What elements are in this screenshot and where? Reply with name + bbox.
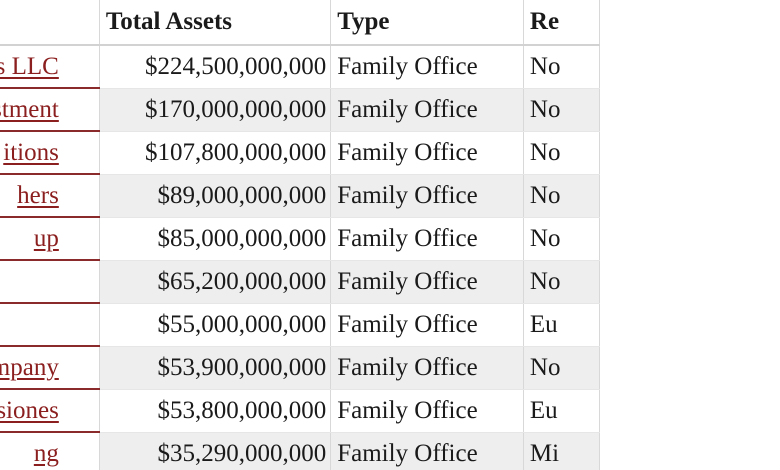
type-cell: Family Office bbox=[330, 346, 524, 390]
name-cell: ng bbox=[0, 432, 100, 470]
column-header-name[interactable] bbox=[0, 0, 100, 46]
region-cell: No bbox=[523, 217, 601, 261]
total-assets-cell: $55,000,000,000 bbox=[99, 303, 332, 347]
region-cell: Eu bbox=[523, 389, 601, 433]
column-header-region[interactable]: Re bbox=[523, 0, 601, 46]
office-name-link[interactable]: ng bbox=[33, 439, 59, 467]
type-cell: Family Office bbox=[330, 389, 524, 433]
total-assets-cell: $35,290,000,000 bbox=[99, 432, 332, 470]
region-cell: Mi bbox=[523, 432, 601, 470]
total-assets-cell: $170,000,000,000 bbox=[99, 88, 332, 132]
table-row: $55,000,000,000 Family Office Eu bbox=[0, 303, 601, 347]
type-cell: Family Office bbox=[330, 432, 524, 470]
table-row: nversiones $53,800,000,000 Family Office… bbox=[0, 389, 601, 433]
table-row: ng $35,290,000,000 Family Office Mi bbox=[0, 432, 601, 470]
name-cell: up bbox=[0, 217, 100, 261]
region-cell: No bbox=[523, 131, 601, 175]
table-row: itions $107,800,000,000 Family Office No bbox=[0, 131, 601, 175]
type-cell: Family Office bbox=[330, 45, 524, 89]
column-header-type[interactable]: Type bbox=[330, 0, 524, 46]
family-office-table: Total Assets Type Re rprises LLC $224,50… bbox=[0, 0, 601, 470]
region-cell: No bbox=[523, 88, 601, 132]
table-row: dge Company $53,900,000,000 Family Offic… bbox=[0, 346, 601, 390]
column-header-total-assets[interactable]: Total Assets bbox=[99, 0, 332, 46]
office-name-link[interactable]: rprises LLC bbox=[0, 52, 59, 80]
office-name-link[interactable]: itions bbox=[3, 138, 59, 166]
table-row: hers $89,000,000,000 Family Office No bbox=[0, 174, 601, 218]
table-row: estment $170,000,000,000 Family Office N… bbox=[0, 88, 601, 132]
type-cell: Family Office bbox=[330, 260, 524, 304]
type-cell: Family Office bbox=[330, 303, 524, 347]
type-cell: Family Office bbox=[330, 174, 524, 218]
name-cell bbox=[0, 303, 100, 347]
name-cell: itions bbox=[0, 131, 100, 175]
region-cell: Eu bbox=[523, 303, 601, 347]
total-assets-cell: $107,800,000,000 bbox=[99, 131, 332, 175]
table-row: up $85,000,000,000 Family Office No bbox=[0, 217, 601, 261]
office-name-link[interactable]: hers bbox=[17, 181, 59, 209]
total-assets-cell: $89,000,000,000 bbox=[99, 174, 332, 218]
total-assets-cell: $85,000,000,000 bbox=[99, 217, 332, 261]
table-row: $65,200,000,000 Family Office No bbox=[0, 260, 601, 304]
type-cell: Family Office bbox=[330, 217, 524, 261]
name-cell: dge Company bbox=[0, 346, 100, 390]
region-cell: No bbox=[523, 174, 601, 218]
header-row: Total Assets Type Re bbox=[0, 0, 601, 46]
total-assets-cell: $53,900,000,000 bbox=[99, 346, 332, 390]
name-cell: hers bbox=[0, 174, 100, 218]
office-name-link[interactable]: dge Company bbox=[0, 353, 59, 381]
office-name-link[interactable]: up bbox=[33, 224, 59, 252]
total-assets-cell: $65,200,000,000 bbox=[99, 260, 332, 304]
table-row: rprises LLC $224,500,000,000 Family Offi… bbox=[0, 45, 601, 89]
name-cell: nversiones bbox=[0, 389, 100, 433]
type-cell: Family Office bbox=[330, 131, 524, 175]
region-cell: No bbox=[523, 346, 601, 390]
office-name-link[interactable]: nversiones bbox=[0, 396, 59, 424]
name-cell: rprises LLC bbox=[0, 45, 100, 89]
name-cell bbox=[0, 260, 100, 304]
total-assets-cell: $53,800,000,000 bbox=[99, 389, 332, 433]
type-cell: Family Office bbox=[330, 88, 524, 132]
region-cell: No bbox=[523, 260, 601, 304]
office-name-link[interactable]: estment bbox=[0, 95, 59, 123]
name-cell: estment bbox=[0, 88, 100, 132]
total-assets-cell: $224,500,000,000 bbox=[99, 45, 332, 89]
region-cell: No bbox=[523, 45, 601, 89]
